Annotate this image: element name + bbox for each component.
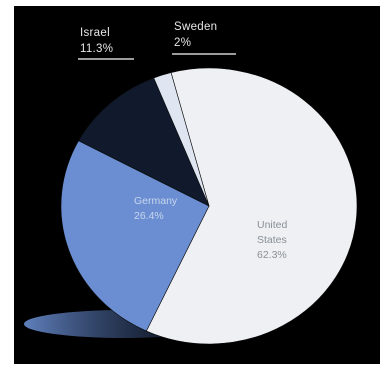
slice-label-sweden: Sweden	[174, 21, 217, 33]
slice-inner-label-united-states: 62.3%	[257, 249, 287, 261]
slice-inner-label-germany: Germany	[134, 195, 178, 207]
slice-label-israel: Israel	[80, 27, 110, 39]
slice-value-israel: 11.3%	[80, 43, 113, 55]
pie-slice-israel	[78, 77, 210, 207]
pie-chart: United States 62.3% Germany 26.4% Israel 11.…	[24, 21, 358, 345]
slice-inner-label-united-states: States	[257, 234, 287, 246]
slice-value-sweden: 2%	[174, 37, 191, 49]
chart-panel: United States 62.3% Germany 26.4% Israel 11.…	[14, 6, 380, 364]
slice-inner-label-united-states: United	[257, 219, 288, 231]
pie-slice-united-states	[145, 67, 358, 345]
pie-slice-sweden	[153, 72, 210, 207]
pie-slice-germany	[60, 140, 210, 332]
slice-inner-label-germany: 26.4%	[134, 210, 164, 222]
